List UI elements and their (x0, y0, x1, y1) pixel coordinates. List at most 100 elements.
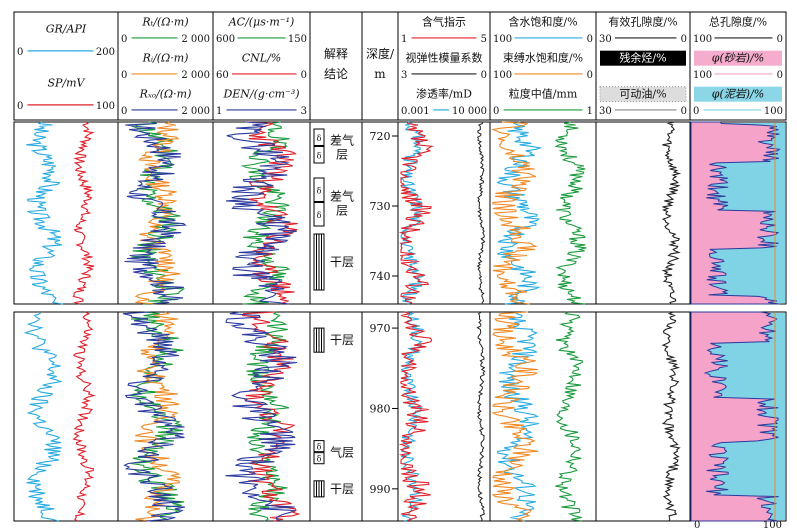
scale-max: 2 000 (181, 106, 210, 117)
scale-min: 0 (121, 34, 127, 45)
scale-label: DEN/(g·cm⁻³) (222, 88, 299, 101)
elastic-modulus-curve (476, 121, 486, 304)
gas-symbol-box (313, 146, 325, 164)
scale-min: 30 (599, 34, 612, 45)
scale-label: 残余烃/% (619, 51, 666, 65)
scale-label: GR/API (46, 23, 87, 36)
irreducible-water-curve (491, 311, 539, 522)
axis-label: 100 (763, 520, 782, 530)
scale-max: 0 (681, 106, 687, 117)
scale-min: 0 (121, 70, 127, 81)
gas-symbol-box (313, 202, 325, 227)
scale-max: 10 000 (452, 106, 487, 117)
scale-max: 2 000 (181, 34, 210, 45)
scale-label: Rᵢ/(Ω·m) (142, 52, 189, 65)
den-curve (225, 311, 298, 522)
axis-label: 0 (694, 520, 700, 530)
scale-min: 0 (693, 106, 699, 117)
scale-min: 100 (693, 70, 712, 81)
scale-label: Rₜ/(Ω·m) (141, 16, 188, 29)
rxo-curve (122, 311, 185, 522)
dry-symbol (313, 480, 325, 498)
depth-tick-label: 720 (370, 130, 391, 143)
scale-max: 0 (777, 70, 783, 81)
scale-max: 0 (681, 34, 687, 45)
track-label-depth: m (374, 67, 386, 81)
interpretation-label: 干层 (330, 482, 354, 496)
sand-fill (690, 311, 779, 522)
gr-curve (26, 121, 64, 305)
gas-symbol: δ (317, 151, 322, 160)
scale-max: 2 000 (181, 70, 210, 81)
scale-label: 含水饱和度/% (508, 15, 577, 29)
scale-max: 0 (301, 70, 307, 81)
scale-min: 0 (17, 101, 23, 112)
sand-fill-swatch (694, 50, 782, 66)
interpretation-label: 气层 (330, 445, 354, 460)
interpretation-label: 差气 (330, 133, 354, 148)
permeability-curve (400, 311, 425, 522)
scale-max: 100 (764, 106, 783, 117)
scale-min: 0 (121, 106, 127, 117)
gas-symbol: δ (317, 186, 322, 195)
scale-min: 60 (216, 70, 229, 81)
grain-size-curve (555, 311, 583, 522)
scale-max: 3 (301, 106, 307, 117)
water-saturation-curve (497, 311, 540, 522)
sand-fill (690, 121, 781, 305)
gas-symbol: δ (317, 455, 322, 464)
scale-max: 0 (587, 70, 593, 81)
den-curve (225, 121, 297, 305)
scale-label: 视弹性模量系数 (406, 51, 483, 65)
scale-max: 0 (481, 70, 487, 81)
cnl-curve (247, 121, 298, 305)
scale-max: 0 (587, 34, 593, 45)
scale-max: 150 (288, 34, 307, 45)
gr-curve (23, 311, 63, 522)
header-frame (13, 11, 787, 121)
scale-max: 100 (96, 101, 115, 112)
dry-symbol (313, 233, 325, 291)
ri-curve (134, 311, 181, 522)
shale-fill-swatch (694, 86, 782, 102)
depth-tick-label: 740 (370, 270, 391, 283)
panel-frame-0 (13, 121, 787, 305)
effective-porosity-curve (661, 311, 681, 522)
gas-symbol-box (313, 440, 325, 453)
depth-tick-label: 730 (370, 200, 391, 213)
scale-label: Rₓₒ/(Ω·m) (139, 88, 192, 101)
gas-symbol: δ (317, 134, 322, 143)
scale-min: 0 (17, 47, 23, 58)
track-label-depth: 深度/ (366, 46, 395, 61)
scale-label: SP/mV (47, 77, 85, 90)
rxo-curve (124, 121, 187, 305)
water-saturation-curve (496, 121, 543, 305)
scale-min: 1 (216, 106, 222, 117)
gas-symbol-box (313, 128, 325, 146)
interpretation-label: 层 (336, 148, 348, 162)
gas-symbol: δ (317, 211, 322, 220)
scale-max: 0 (777, 34, 783, 45)
scale-min: 100 (693, 34, 712, 45)
track-label-interp: 解释 (324, 47, 348, 61)
residual-hc-fill (600, 50, 686, 66)
interpretation-label: 层 (336, 204, 348, 218)
scale-min: 0.001 (401, 106, 430, 117)
depth-tick-label: 980 (370, 402, 391, 415)
scale-min: 100 (493, 70, 512, 81)
sp-curve (72, 121, 95, 305)
scale-label: 可动油/% (619, 87, 666, 101)
interpretation-label: 干层 (330, 333, 354, 347)
scale-label: 总孔隙度/% (709, 15, 767, 29)
scale-max: 200 (96, 47, 115, 58)
scale-max: 5 (481, 34, 487, 45)
interpretation-label: 干层 (330, 255, 354, 269)
sp-curve (72, 311, 96, 522)
scale-min: 0 (493, 106, 499, 117)
scale-label: 含气指示 (422, 15, 466, 29)
scale-min: 30 (599, 106, 612, 117)
scale-label: 粒度中值/mm (509, 87, 578, 101)
scale-min: 1 (401, 34, 407, 45)
elastic-modulus-curve (476, 311, 486, 522)
